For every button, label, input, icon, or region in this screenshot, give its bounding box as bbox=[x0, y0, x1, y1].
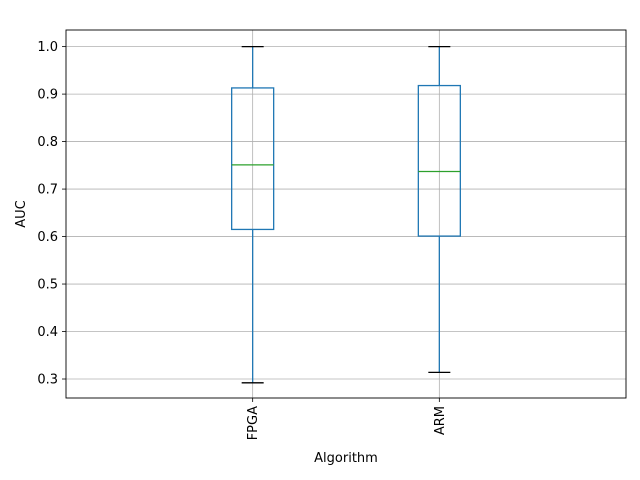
box-arm bbox=[417, 84, 461, 237]
x-tick-label-fpga: FPGA bbox=[246, 406, 261, 440]
y-tick-label: 0.3 bbox=[37, 373, 58, 388]
y-tick-label: 1.0 bbox=[37, 40, 58, 55]
y-tick-label: 0.5 bbox=[37, 278, 58, 293]
y-tick-label: 0.4 bbox=[37, 325, 58, 340]
y-axis-title: AUC bbox=[14, 200, 29, 228]
y-tick-label: 0.9 bbox=[37, 88, 58, 103]
x-axis-title: Algorithm bbox=[314, 451, 378, 466]
y-tick-label: 0.8 bbox=[37, 135, 58, 150]
box-fpga bbox=[231, 87, 275, 231]
plot-area bbox=[66, 30, 626, 398]
y-tick-label: 0.7 bbox=[37, 183, 58, 198]
plot-frame bbox=[65, 29, 627, 399]
y-tick-label: 0.6 bbox=[37, 230, 58, 245]
x-tick-label-arm: ARM bbox=[433, 406, 448, 435]
